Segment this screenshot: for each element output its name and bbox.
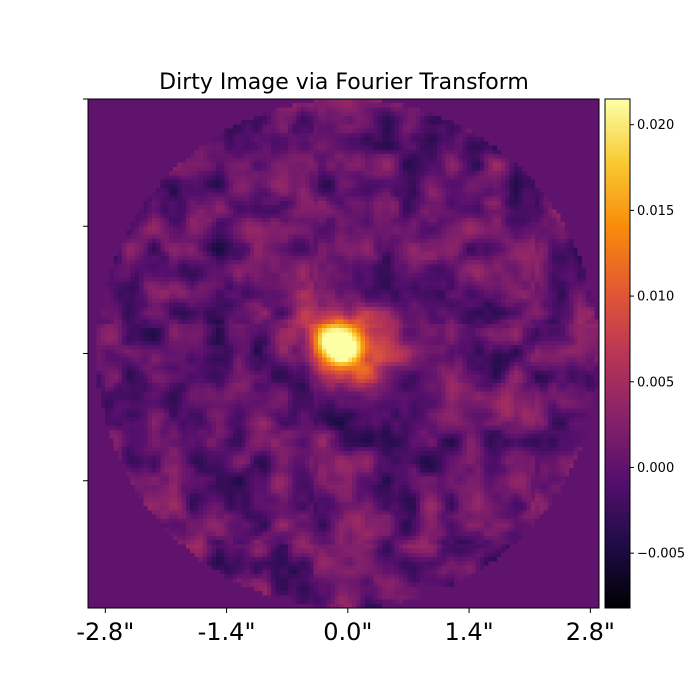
x-tick-label: 2.8" [566, 618, 615, 646]
y-axis [83, 98, 88, 482]
x-tick-label: -1.4" [198, 618, 256, 646]
colorbar-tick-label: 0.000 [637, 461, 674, 476]
colorbar-ticks: −0.005 0.000 0.005 0.010 0.015 0.020 [630, 118, 685, 562]
plot-area [87, 98, 600, 609]
colorbar-tick-label: −0.005 [637, 547, 685, 562]
x-tick-label: 0.0" [323, 618, 372, 646]
colorbar-tick-label: 0.020 [637, 118, 674, 133]
heatmap-image [88, 99, 599, 608]
x-axis: -2.8" -1.4" 0.0" 1.4" 2.8" [76, 608, 615, 646]
x-tick-label: -2.8" [76, 618, 134, 646]
colorbar-tick-label: 0.010 [637, 290, 674, 305]
colorbar: −0.005 0.000 0.005 0.010 0.015 0.020 [604, 98, 685, 609]
colorbar-tick-label: 0.015 [637, 204, 674, 219]
x-tick-label: 1.4" [444, 618, 493, 646]
colorbar-frame [604, 98, 631, 609]
chart-title: Dirty Image via Fourier Transform [159, 70, 529, 95]
colorbar-tick-label: 0.005 [637, 375, 674, 390]
colorbar-gradient [605, 99, 630, 608]
